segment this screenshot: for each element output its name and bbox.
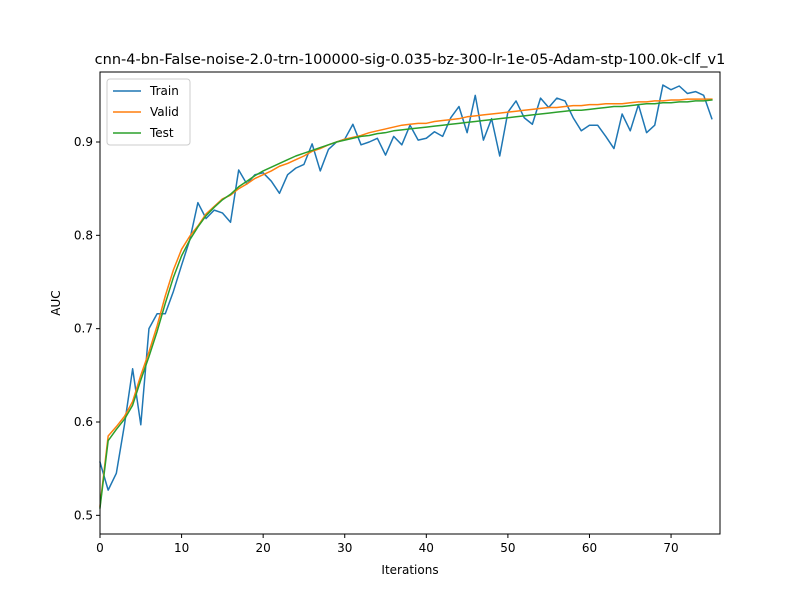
x-tick-label: 60 bbox=[582, 541, 597, 555]
x-tick-label: 10 bbox=[174, 541, 189, 555]
y-tick-label: 0.5 bbox=[74, 508, 93, 522]
legend-label-test: Test bbox=[149, 126, 174, 140]
y-tick-label: 0.9 bbox=[74, 135, 93, 149]
plot-area bbox=[100, 72, 720, 534]
legend-label-train: Train bbox=[149, 84, 179, 98]
chart-title: cnn-4-bn-False-noise-2.0-trn-100000-sig-… bbox=[95, 52, 726, 68]
y-axis: 0.5 0.6 0.7 0.8 0.9 bbox=[74, 135, 100, 522]
legend: Train Valid Test bbox=[106, 78, 191, 146]
series-line-train bbox=[99, 84, 713, 491]
legend-box bbox=[106, 78, 191, 146]
x-tick-label: 40 bbox=[419, 541, 434, 555]
series-layer bbox=[99, 84, 713, 509]
x-tick-label: 70 bbox=[663, 541, 678, 555]
series-line-valid bbox=[99, 98, 713, 507]
y-tick-label: 0.7 bbox=[74, 322, 93, 336]
x-tick-label: 0 bbox=[96, 541, 104, 555]
plot-frame bbox=[99, 71, 721, 535]
legend-label-valid: Valid bbox=[150, 105, 179, 119]
y-tick-label: 0.8 bbox=[74, 228, 93, 242]
y-tick-label: 0.6 bbox=[74, 415, 93, 429]
x-axis-label: Iterations bbox=[381, 563, 438, 577]
series-line-test bbox=[99, 99, 713, 509]
x-tick-label: 50 bbox=[500, 541, 515, 555]
y-axis-label: AUC bbox=[49, 290, 63, 315]
x-tick-label: 20 bbox=[256, 541, 271, 555]
x-axis: 0 10 20 30 40 50 60 70 bbox=[96, 534, 679, 555]
x-tick-label: 30 bbox=[337, 541, 352, 555]
